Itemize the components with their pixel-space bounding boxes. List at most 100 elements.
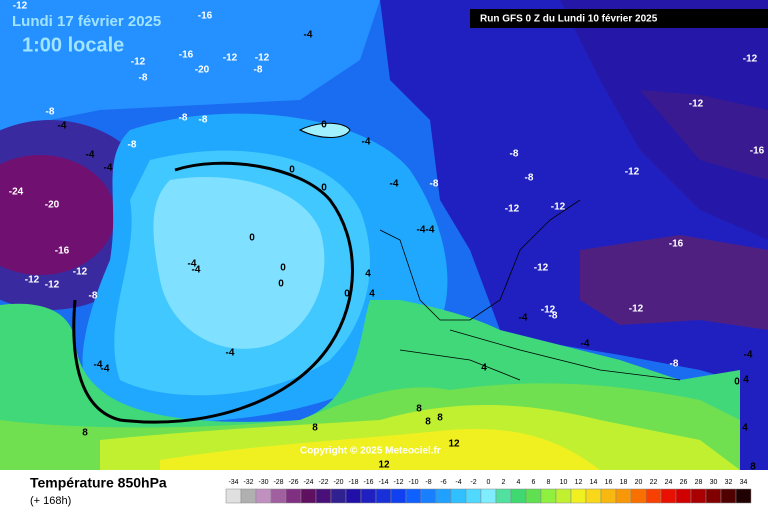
- footer-title: Température 850hPa: [30, 475, 167, 491]
- color-swatch: [330, 488, 347, 504]
- color-swatch: [720, 488, 737, 504]
- isotherm-label: -12: [13, 1, 28, 12]
- isotherm-label: -8: [510, 149, 519, 160]
- color-scale: -34 -32 -30 -28 -26 -24 -22 -20 -18 -16 -14 -12 -10-…: [225, 479, 752, 504]
- isotherm-label: -16: [179, 50, 194, 61]
- isotherm-label: 0: [289, 165, 295, 176]
- scale-label: 18: [620, 479, 628, 486]
- scale-label: 0: [487, 479, 491, 486]
- isotherm-label: -4: [426, 225, 435, 236]
- color-swatch: [735, 488, 752, 504]
- isotherm-label: -12: [505, 204, 520, 215]
- color-swatch: [675, 488, 692, 504]
- isotherm-label: -20: [45, 200, 60, 211]
- color-swatch: [585, 488, 602, 504]
- scale-label: 20: [635, 479, 643, 486]
- color-swatch: [615, 488, 632, 504]
- color-swatch: [660, 488, 677, 504]
- scale-label: -20: [333, 479, 343, 486]
- isotherm-label: -8: [179, 113, 188, 124]
- isotherm-label: -8: [549, 311, 558, 322]
- color-swatch: [405, 488, 422, 504]
- scale-label: 26: [680, 479, 688, 486]
- isotherm-label: 0: [249, 233, 255, 244]
- run-info: Run GFS 0 Z du Lundi 10 février 2025: [480, 14, 658, 25]
- isotherm-label: 8: [82, 428, 88, 439]
- isotherm-label: -4: [417, 225, 426, 236]
- lead-time: (+ 168h): [30, 495, 71, 507]
- scale-label: 34: [740, 479, 748, 486]
- color-swatch: [390, 488, 407, 504]
- isotherm-label: -12: [534, 263, 549, 274]
- scale-label: 16: [605, 479, 613, 486]
- scale-label: 8: [547, 479, 551, 486]
- scale-label: 10: [560, 479, 568, 486]
- color-swatch: [555, 488, 572, 504]
- scale-label: -6: [440, 479, 446, 486]
- color-swatch: [315, 488, 332, 504]
- isotherm-label: 4: [742, 423, 748, 434]
- isotherm-label: -12: [45, 280, 60, 291]
- isotherm-label: 8: [425, 417, 431, 428]
- isotherm-label: -4: [188, 259, 197, 270]
- color-swatch: [570, 488, 587, 504]
- isotherm-label: -12: [551, 202, 566, 213]
- color-swatch: [645, 488, 662, 504]
- isotherm-label: -4: [58, 121, 67, 132]
- color-swatch: [240, 488, 257, 504]
- map-labels: -12-16-12-8-16-20-12-8-12-4-8-4-4-4-8-8-…: [9, 1, 765, 473]
- isotherm-label: -4: [101, 364, 110, 375]
- isotherm-label: -8: [199, 115, 208, 126]
- isotherm-label: -12: [625, 167, 640, 178]
- isotherm-label: 8: [312, 423, 318, 434]
- isotherm-label: -4: [192, 265, 201, 276]
- isotherm-label: 0: [321, 183, 327, 194]
- scale-label: -4: [455, 479, 461, 486]
- color-swatch: [345, 488, 362, 504]
- map: [0, 0, 768, 470]
- scale-label: 22: [650, 479, 658, 486]
- scale-label: -12: [393, 479, 403, 486]
- isotherm-label: -4: [519, 313, 528, 324]
- scale-label: 32: [725, 479, 733, 486]
- isotherm-label: -8: [46, 107, 55, 118]
- isotherm-label: -8: [430, 179, 439, 190]
- color-swatch: [225, 488, 242, 504]
- color-swatch: [495, 488, 512, 504]
- scale-label: -10: [408, 479, 418, 486]
- isotherm-label: -4: [362, 137, 371, 148]
- color-swatch: [630, 488, 647, 504]
- scale-label: -2: [470, 479, 476, 486]
- isotherm-label: 4: [365, 269, 371, 280]
- isotherm-label: -12: [541, 305, 556, 316]
- isotherm-label: -4: [390, 179, 399, 190]
- scale-label: -22: [318, 479, 328, 486]
- isotherm-label: -12: [689, 99, 704, 110]
- isotherm-label: 0: [344, 289, 350, 300]
- copyright: Copyright © 2025 Meteociel.fr: [300, 446, 441, 457]
- scale-label: 30: [710, 479, 718, 486]
- isotherm-label: -4: [86, 150, 95, 161]
- color-swatch: [255, 488, 272, 504]
- scale-label: 14: [590, 479, 598, 486]
- isotherm-label: 4: [481, 363, 487, 374]
- scale-label: 24: [665, 479, 673, 486]
- isotherm-label: 0: [734, 377, 740, 388]
- scale-label: -26: [288, 479, 298, 486]
- scale-label: -8: [425, 479, 431, 486]
- isotherm-label: -4: [104, 163, 113, 174]
- isotherm-label: -8: [525, 173, 534, 184]
- isotherm-label: -16: [669, 239, 684, 250]
- local-time: 1:00 locale: [22, 34, 124, 56]
- color-swatch: [450, 488, 467, 504]
- isotherm-label: -20: [195, 65, 210, 76]
- color-swatch: [375, 488, 392, 504]
- isotherm-label: 8: [416, 404, 422, 415]
- isotherm-label: -12: [255, 53, 270, 64]
- isotherm-label: -12: [25, 275, 40, 286]
- color-swatch: [420, 488, 437, 504]
- run-box: [470, 9, 768, 28]
- color-swatch: [705, 488, 722, 504]
- scale-label: 4: [517, 479, 521, 486]
